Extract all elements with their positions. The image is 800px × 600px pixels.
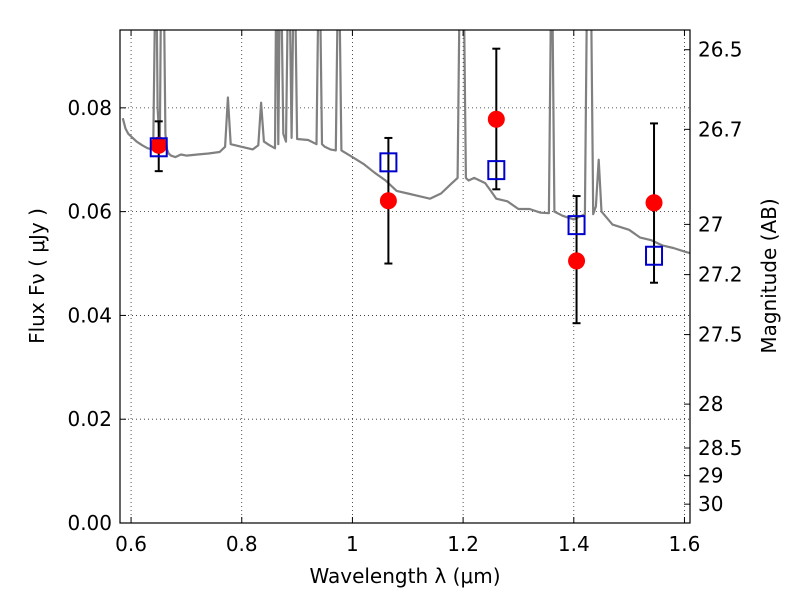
observed-points [150, 110, 663, 270]
x-tick-label: 1.6 [669, 532, 701, 556]
error-bars [154, 47, 659, 325]
magnitude-tick-label: 28 [698, 392, 723, 416]
model-point [379, 152, 398, 173]
x-axis-label: Wavelength λ (μm) [309, 564, 500, 588]
y-tick-label: 0.02 [67, 407, 112, 431]
x-tick-label: 0.6 [115, 532, 147, 556]
model-point [645, 245, 664, 266]
model-point [567, 215, 586, 236]
x-tick-label: 0.8 [226, 532, 258, 556]
observed-point [379, 192, 397, 210]
magnitude-tick-label: 30 [698, 492, 723, 516]
y-axis-ticks: 0.00 0.02 0.04 0.06 0.08 [67, 96, 126, 535]
model-points [149, 137, 664, 266]
magnitude-tick-label: 27.5 [698, 323, 743, 347]
magnitude-tick-label: 27.2 [698, 263, 743, 287]
observed-point [487, 110, 505, 128]
magnitude-tick-label: 28.5 [698, 436, 743, 460]
y-tick-label: 0.08 [67, 96, 112, 120]
y-axis-label: Flux Fν ( μJy ) [25, 208, 49, 344]
observed-point [645, 194, 663, 212]
magnitude-tick-label: 29 [698, 464, 723, 488]
grid-lines [120, 30, 690, 524]
magnitude-axis-ticks: 26.5 26.7 27 27.2 27.5 28 28.5 29 30 [684, 38, 743, 516]
x-tick-label: 1.4 [558, 532, 590, 556]
y-tick-label: 0.00 [67, 511, 112, 535]
model-point [149, 137, 168, 158]
x-tick-label: 1.2 [447, 532, 479, 556]
magnitude-tick-label: 27 [698, 212, 723, 236]
magnitude-tick-label: 26.5 [698, 38, 743, 62]
right-axis-label: Magnitude (AB) [757, 198, 781, 353]
plot-frame [119, 29, 691, 524]
model-point [487, 160, 506, 181]
y-tick-label: 0.04 [67, 303, 112, 327]
x-axis-ticks: 0.6 0.8 1 1.2 1.4 1.6 [115, 30, 700, 556]
observed-point [568, 252, 586, 270]
spectrum-line [121, 30, 690, 255]
x-tick-label: 1 [346, 532, 359, 556]
spectrum-series [121, 30, 690, 255]
observed-point [150, 136, 168, 154]
y-tick-label: 0.06 [67, 200, 112, 224]
magnitude-tick-label: 26.7 [698, 117, 743, 141]
